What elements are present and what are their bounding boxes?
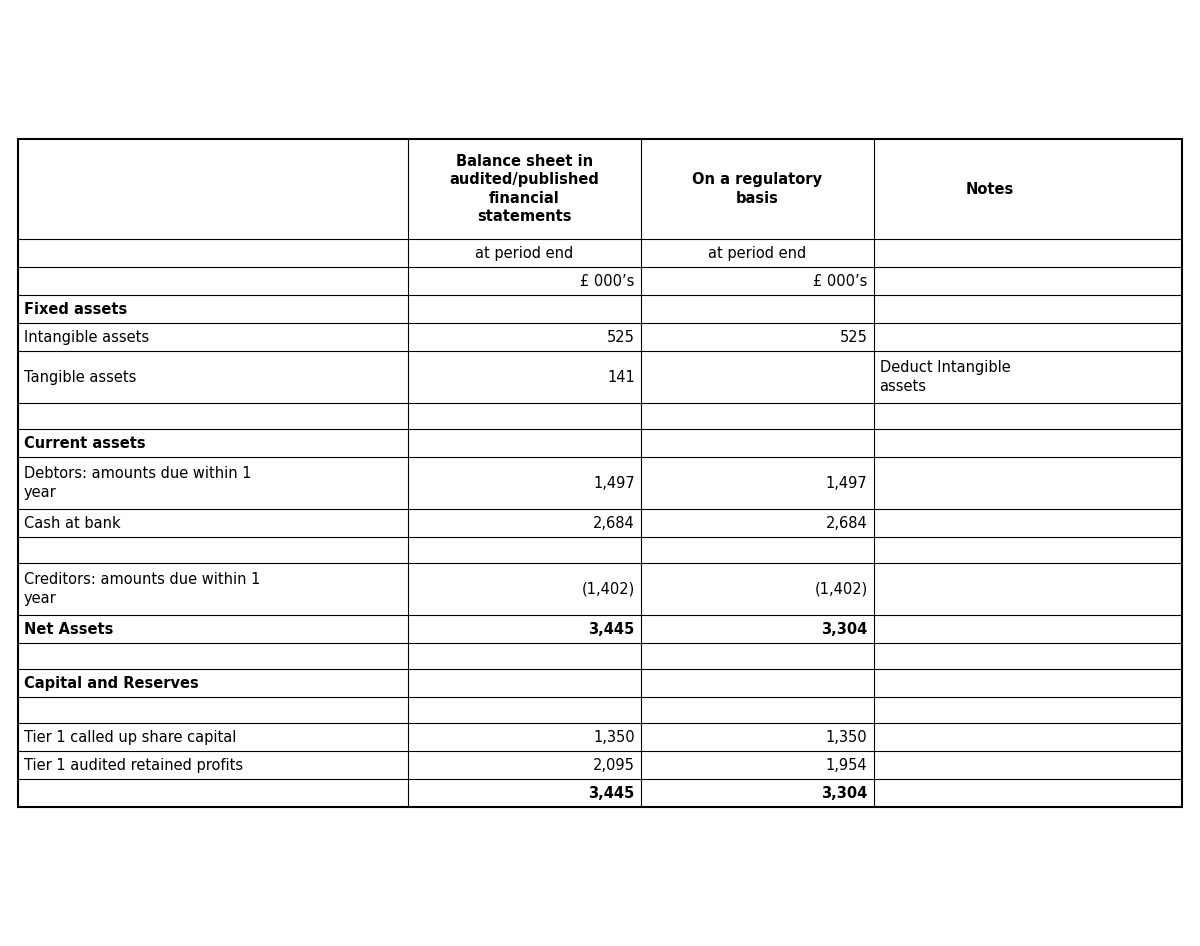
Text: 3,445: 3,445	[588, 622, 635, 637]
Text: 525: 525	[840, 329, 868, 344]
Text: 1,350: 1,350	[593, 729, 635, 745]
Text: 141: 141	[607, 370, 635, 384]
Text: 1,497: 1,497	[593, 476, 635, 490]
Text: Debtors: amounts due within 1
year: Debtors: amounts due within 1 year	[24, 466, 252, 499]
Text: Intangible assets: Intangible assets	[24, 329, 149, 344]
Text: Tier 1 called up share capital: Tier 1 called up share capital	[24, 729, 236, 745]
Text: 2,095: 2,095	[593, 758, 635, 773]
Text: 3,445: 3,445	[588, 785, 635, 800]
Text: at period end: at period end	[475, 246, 574, 260]
Text: 1,954: 1,954	[826, 758, 868, 773]
Text: 1,497: 1,497	[826, 476, 868, 490]
Text: Notes: Notes	[965, 182, 1014, 197]
Text: 3,304: 3,304	[821, 622, 868, 637]
Text: 525: 525	[607, 329, 635, 344]
Text: On a regulatory
basis: On a regulatory basis	[692, 172, 822, 206]
Text: £ 000’s: £ 000’s	[581, 273, 635, 289]
Text: 2,684: 2,684	[826, 516, 868, 531]
Text: 2,684: 2,684	[593, 516, 635, 531]
Text: Capital and Reserves: Capital and Reserves	[24, 675, 199, 691]
Text: Balance sheet in
audited/published
financial
statements: Balance sheet in audited/published finan…	[450, 153, 599, 224]
Text: (1,402): (1,402)	[815, 582, 868, 597]
Text: £ 000’s: £ 000’s	[814, 273, 868, 289]
Bar	[18, 139, 1182, 807]
Text: Tier 1 audited retained profits: Tier 1 audited retained profits	[24, 758, 244, 773]
Text: Deduct Intangible
assets: Deduct Intangible assets	[880, 360, 1010, 394]
Text: at period end: at period end	[708, 246, 806, 260]
Text: Tangible assets: Tangible assets	[24, 370, 137, 384]
Text: Current assets: Current assets	[24, 435, 145, 450]
Text: 3,304: 3,304	[821, 785, 868, 800]
Text: Net Assets: Net Assets	[24, 622, 113, 637]
Text: 1,350: 1,350	[826, 729, 868, 745]
Text: Cash at bank: Cash at bank	[24, 516, 121, 531]
Text: Fixed assets: Fixed assets	[24, 302, 127, 317]
Text: Creditors: amounts due within 1
year: Creditors: amounts due within 1 year	[24, 572, 260, 605]
Text: (1,402): (1,402)	[582, 582, 635, 597]
